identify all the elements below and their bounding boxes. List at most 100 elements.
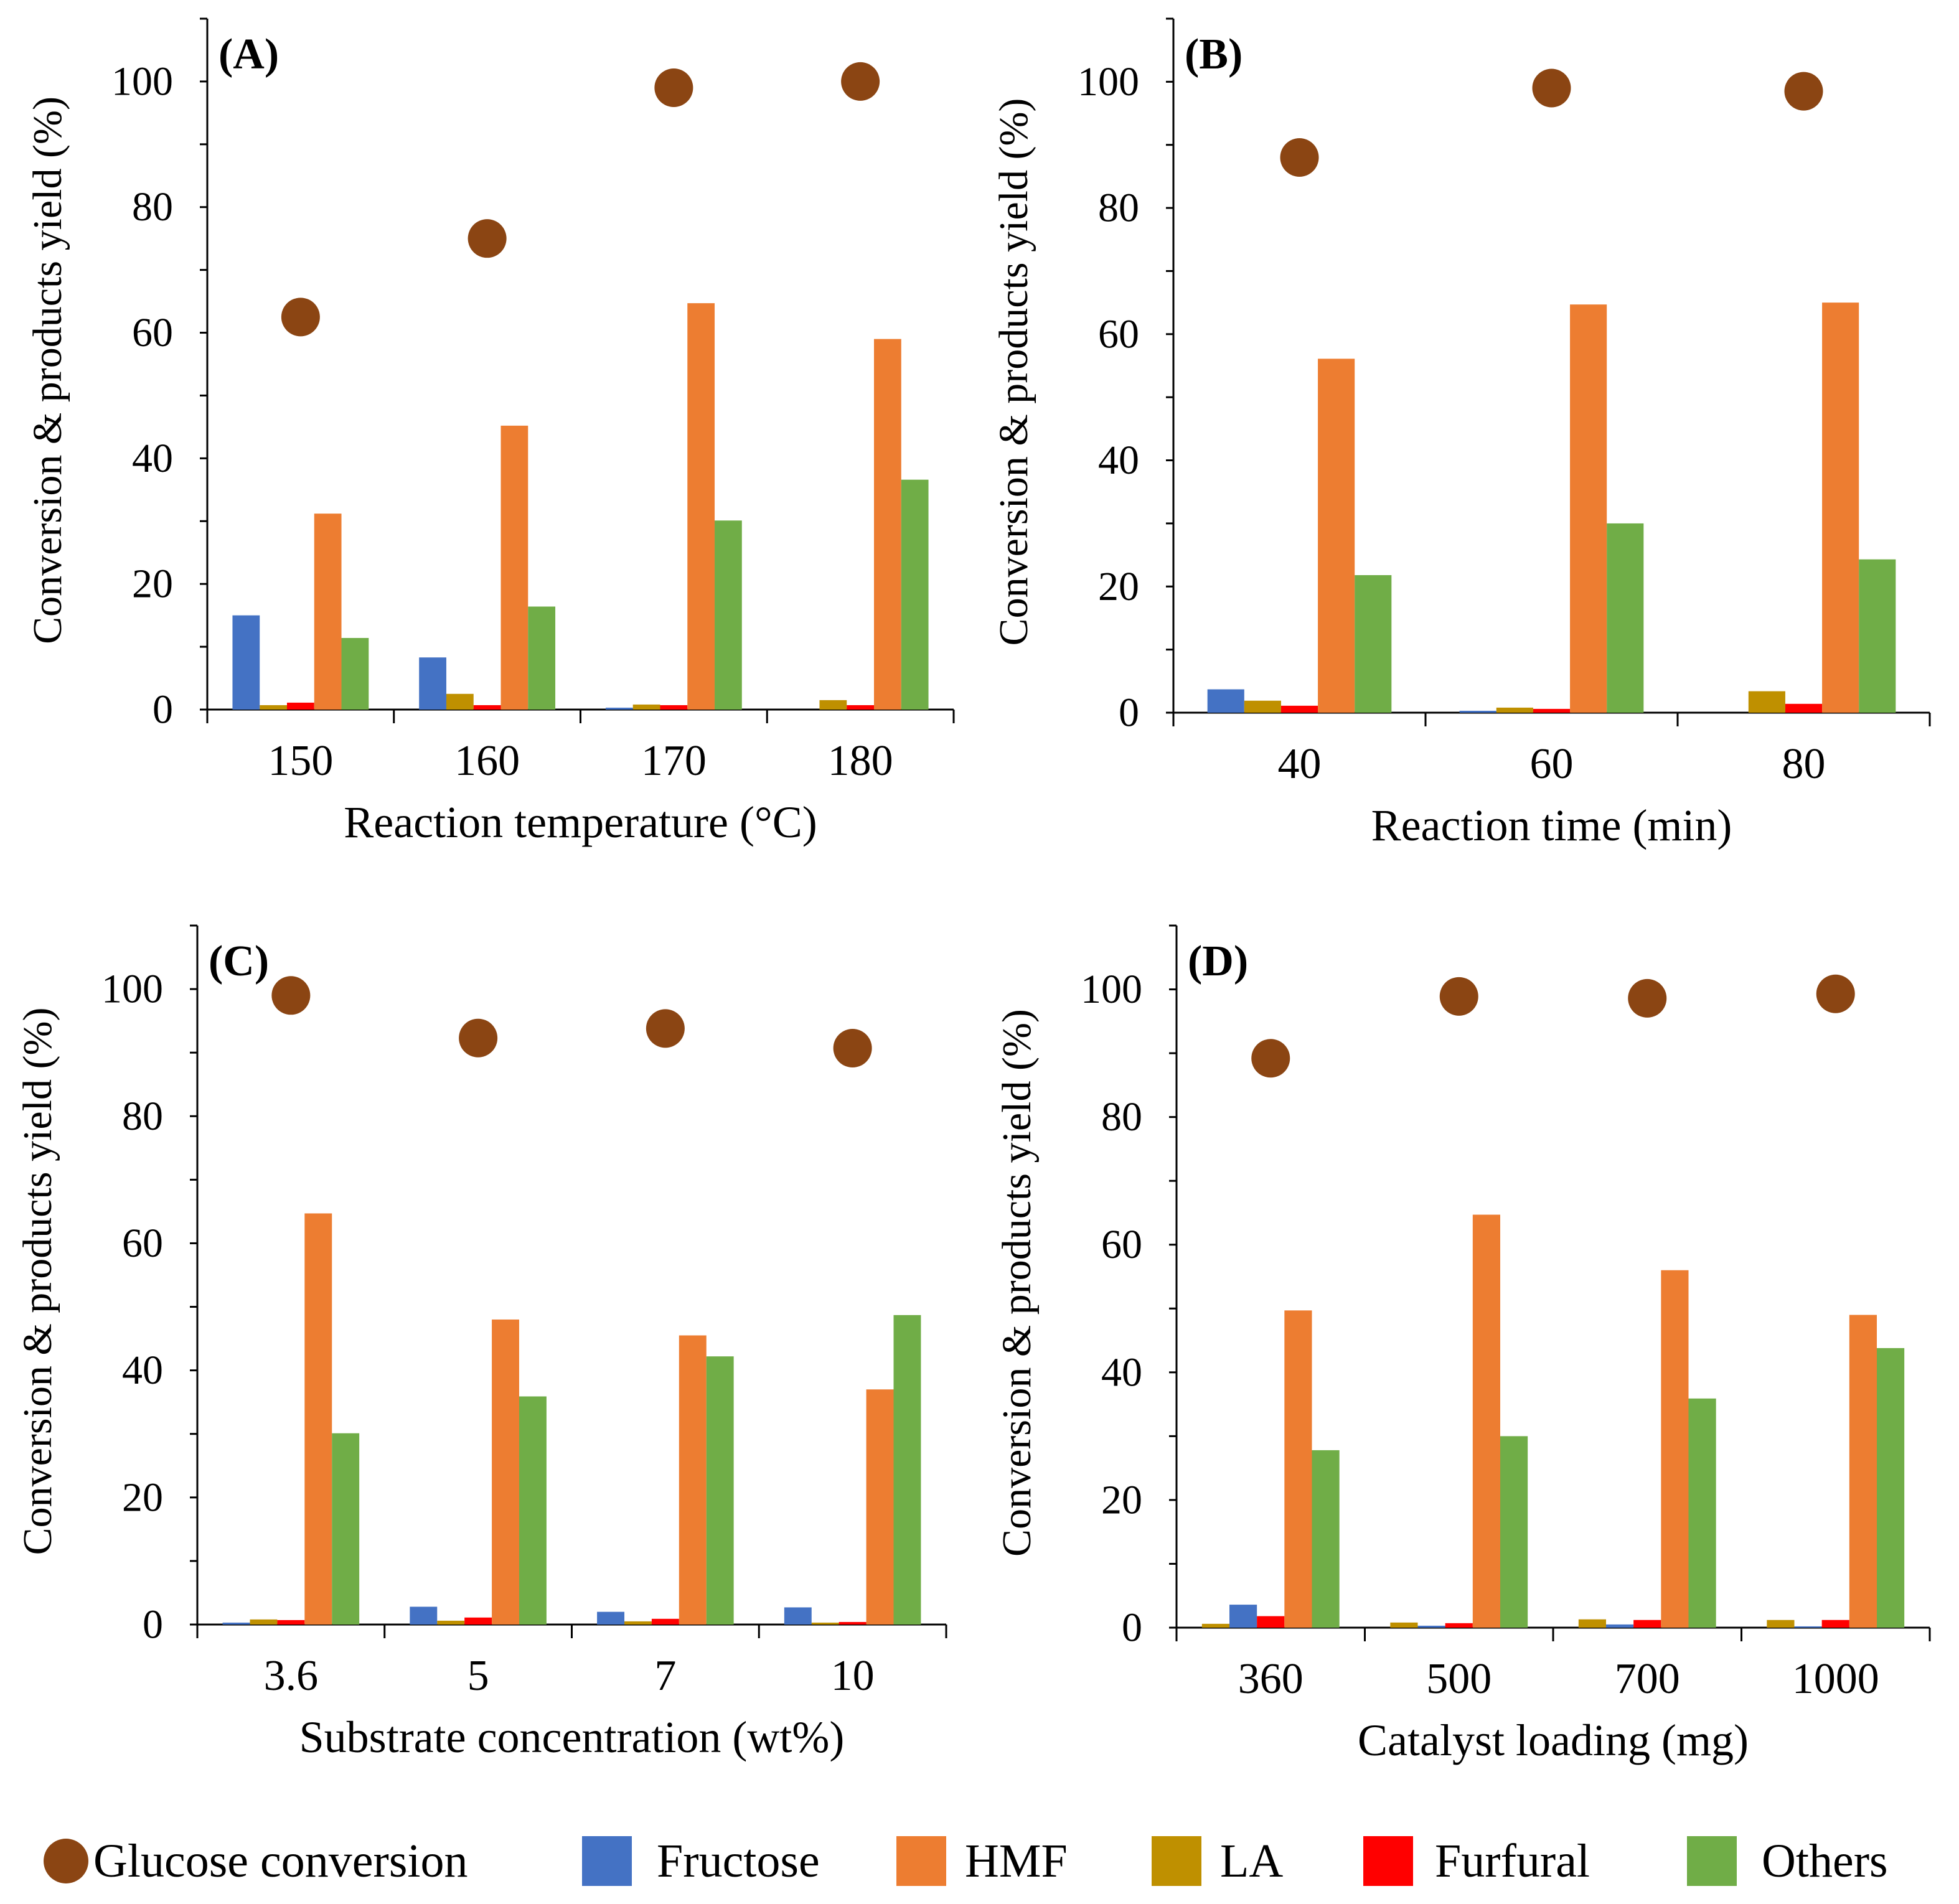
bar-hmf-3_6 — [304, 1213, 332, 1625]
bar-furfural-10 — [839, 1621, 867, 1625]
bar-others-60 — [1607, 523, 1644, 713]
y-tick-label: 40 — [1101, 1349, 1142, 1395]
x-tick-label: 5 — [467, 1652, 489, 1700]
bar-la-10 — [811, 1622, 839, 1625]
bar-hmf-170 — [687, 303, 715, 710]
bar-furfural-160 — [473, 705, 501, 710]
conversion-point-3_6 — [271, 976, 311, 1015]
x-tick-label: 1000 — [1792, 1655, 1879, 1703]
legend-item-la: LA — [1152, 1835, 1283, 1887]
bar-fructose-150 — [232, 615, 260, 710]
y-tick-label: 80 — [1101, 1094, 1142, 1140]
chart-panel-d: 0 20 40 60 80 100 360 500 700 1000 Catalyst loadin… — [994, 924, 1931, 1765]
legend-label-furfural: Furfural — [1435, 1835, 1590, 1887]
x-tick-label: 10 — [831, 1652, 875, 1700]
panel-label: (A) — [218, 30, 279, 78]
y-tick-label: 80 — [132, 184, 173, 230]
bar-hmf-5 — [492, 1319, 519, 1625]
conversion-point-150 — [281, 298, 320, 337]
bar-others-40 — [1355, 575, 1392, 713]
bar-la-60 — [1496, 707, 1533, 713]
legend-item-furfural: Furfural — [1363, 1835, 1590, 1887]
bar-others-80 — [1859, 559, 1896, 713]
bar-la-500 — [1390, 1622, 1418, 1628]
bar-hmf-60 — [1570, 304, 1607, 713]
bar-fructose-1000 — [1794, 1626, 1822, 1628]
bar-others-7 — [706, 1356, 734, 1625]
x-axis-title: Reaction temperature (°C) — [344, 797, 817, 847]
conversion-point-80 — [1784, 72, 1823, 111]
bar-fructose-160 — [419, 657, 446, 710]
y-tick-label: 80 — [122, 1094, 163, 1139]
bar-fructose-10 — [784, 1607, 812, 1625]
y-tick-label: 20 — [122, 1475, 163, 1520]
chart-panel-b: 0 20 40 60 80 100 40 60 80 Reaction time (min) Con… — [991, 17, 1931, 850]
y-tick-label: 0 — [153, 687, 173, 733]
conversion-point-170 — [654, 68, 693, 107]
x-tick-label: 60 — [1530, 740, 1574, 788]
bar-hmf-180 — [874, 339, 901, 710]
bar-others-160 — [528, 606, 556, 710]
y-tick-label: 100 — [1078, 59, 1139, 105]
bar-others-150 — [341, 637, 369, 710]
y-tick-label: 100 — [111, 59, 173, 104]
bar-furfural-40 — [1280, 705, 1318, 713]
bar-fructose-5 — [410, 1606, 438, 1625]
legend-item-others: Others — [1687, 1835, 1888, 1887]
bar-hmf-1000 — [1849, 1315, 1877, 1628]
y-tick-label: 60 — [122, 1221, 163, 1266]
x-axis-title: Substrate concentration (wt%) — [299, 1712, 845, 1762]
y-tick-label: 20 — [1098, 564, 1139, 609]
y-axis-title: Conversion & products yield (%) — [994, 1009, 1040, 1557]
legend-item-fructose: Fructose — [582, 1835, 820, 1887]
bar-others-180 — [901, 479, 929, 710]
bar-others-500 — [1500, 1436, 1528, 1628]
legend-label-hmf: HMF — [965, 1835, 1068, 1887]
conversion-point-7 — [646, 1009, 685, 1048]
y-tick-label: 40 — [1098, 438, 1139, 483]
legend-item-hmf: HMF — [896, 1835, 1068, 1887]
y-axis-title: Conversion & products yield (%) — [25, 96, 70, 644]
bar-hmf-80 — [1822, 302, 1859, 713]
conversion-point-40 — [1280, 138, 1319, 177]
bar-furfural-60 — [1533, 708, 1571, 713]
bar-hmf-40 — [1318, 359, 1355, 713]
bar-la-7 — [624, 1621, 652, 1625]
bar-la-160 — [446, 693, 474, 710]
bar-la-180 — [819, 700, 847, 710]
bar-others-1000 — [1876, 1348, 1905, 1628]
y-tick-label: 60 — [132, 310, 173, 355]
bar-la-1000 — [1767, 1620, 1795, 1628]
panel-label: (B) — [1185, 30, 1243, 78]
x-tick-label: 170 — [641, 737, 707, 785]
legend-marker-hmf — [896, 1836, 946, 1886]
bar-furfural-1000 — [1821, 1620, 1849, 1628]
y-tick-label: 20 — [1101, 1477, 1142, 1522]
legend-marker-glucose — [44, 1839, 88, 1883]
x-tick-label: 500 — [1426, 1655, 1492, 1703]
bar-la-360 — [1201, 1623, 1230, 1628]
y-tick-label: 20 — [132, 561, 173, 607]
x-tick-label: 180 — [828, 737, 893, 785]
y-tick-label: 100 — [1081, 967, 1142, 1012]
bar-furfural-700 — [1633, 1620, 1661, 1628]
legend-marker-others — [1687, 1836, 1737, 1886]
bar-furfural-80 — [1785, 703, 1823, 713]
x-tick-label: 80 — [1782, 740, 1826, 788]
y-tick-label: 60 — [1098, 311, 1139, 357]
bar-furfural-150 — [286, 702, 314, 710]
bar-furfural-5 — [464, 1617, 492, 1625]
y-axis-title: Conversion & products yield (%) — [991, 98, 1036, 646]
bar-furfural-360 — [1257, 1616, 1285, 1628]
bar-furfural-180 — [847, 705, 875, 710]
conversion-point-5 — [459, 1018, 498, 1058]
legend-marker-fructose — [582, 1836, 632, 1886]
bar-fructose-360 — [1229, 1605, 1257, 1628]
bar-furfural-3_6 — [277, 1620, 305, 1625]
conversion-point-10 — [833, 1029, 872, 1068]
bar-fructose-3_6 — [222, 1622, 250, 1625]
conversion-point-360 — [1251, 1039, 1290, 1078]
y-tick-label: 40 — [122, 1348, 163, 1393]
